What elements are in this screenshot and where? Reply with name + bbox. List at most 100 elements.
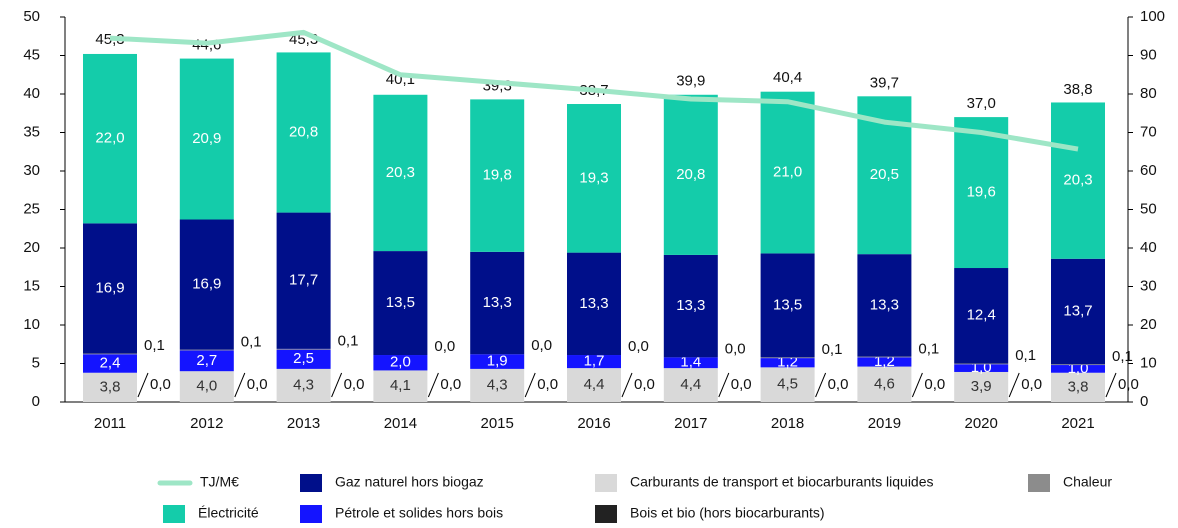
bar-segment (373, 251, 428, 356)
y-tick-label: 45 (23, 46, 40, 63)
legend-label: Gaz naturel hors biogaz (335, 474, 484, 490)
value-label: 1,9 (487, 353, 508, 370)
y-tick-label: 15 (23, 277, 40, 294)
break-mark (621, 372, 633, 398)
y2-tick-label: 80 (1140, 85, 1157, 102)
value-label: 0,0 (924, 376, 945, 393)
bar-segment (83, 53, 137, 224)
legend-label: Carburants de transport et biocarburants… (630, 474, 934, 490)
break-mark (427, 372, 439, 398)
value-label: 2,5 (293, 350, 314, 367)
value-label: 12,4 (967, 307, 996, 324)
value-label: 20,3 (1063, 172, 1092, 189)
bar-segment (954, 371, 1009, 402)
value-label: 1,7 (584, 353, 605, 370)
legend-swatch (163, 505, 185, 523)
bar-segment (276, 349, 331, 369)
total-label: 38,8 (1063, 81, 1092, 98)
value-label: 2,4 (100, 354, 121, 371)
value-label: 0,1 (241, 333, 262, 350)
value-label: 0,0 (1118, 376, 1139, 393)
value-label: 19,6 (967, 184, 996, 201)
bar-segment (567, 104, 621, 253)
legend-swatch (300, 505, 322, 523)
value-label: 0,0 (150, 376, 171, 393)
bar-segment (857, 356, 912, 358)
value-label: 0,1 (1015, 347, 1036, 364)
value-label: 0,1 (1112, 348, 1133, 365)
bar-segment (760, 91, 815, 254)
value-label: 0,0 (725, 340, 746, 357)
value-label: 16,9 (95, 279, 124, 296)
y2-tick-label: 90 (1140, 46, 1157, 63)
y2-tick-label: 30 (1140, 277, 1157, 294)
y-tick-label: 5 (32, 354, 40, 371)
bar-segment (857, 254, 912, 357)
value-label: 4,4 (680, 376, 701, 393)
value-label: 20,9 (192, 130, 221, 147)
bar-segment (857, 357, 912, 367)
bar-segment (760, 358, 815, 368)
bar-segment (179, 219, 234, 350)
bar-segment (179, 58, 234, 220)
bar-segment (1051, 102, 1105, 259)
value-label: 0,0 (828, 376, 849, 393)
x-tick-label: 2019 (868, 415, 901, 432)
bar-segment (567, 368, 621, 402)
value-label: 3,8 (1068, 378, 1089, 395)
legend-label: Bois et bio (hors biocarburants) (630, 505, 825, 521)
y2-tick-label: 20 (1140, 316, 1157, 333)
y-tick-label: 25 (23, 200, 40, 217)
break-mark (911, 372, 923, 398)
value-label: 0,0 (634, 376, 655, 393)
line-series (109, 29, 1079, 152)
value-label: 3,8 (100, 378, 121, 395)
bar-segment (954, 363, 1009, 365)
break-mark (331, 372, 343, 398)
value-label: 0,1 (822, 341, 843, 358)
total-label: 37,0 (967, 95, 996, 112)
bar-segment (470, 354, 525, 369)
value-label: 1,4 (680, 354, 701, 371)
value-label: 22,0 (95, 130, 124, 147)
x-tick-label: 2012 (190, 415, 223, 432)
value-label: 4,4 (584, 376, 605, 393)
value-label: 16,9 (192, 276, 221, 293)
value-label: 4,0 (196, 378, 217, 395)
bar-segment (179, 350, 234, 372)
value-label: 19,8 (483, 167, 512, 184)
bar-segment (83, 372, 137, 402)
y-tick-label: 10 (23, 316, 40, 333)
y-tick-label: 50 (23, 8, 40, 25)
value-label: 19,3 (579, 169, 608, 186)
value-label: 13,3 (870, 296, 899, 313)
bar-segment (83, 353, 137, 355)
y-tick-label: 40 (23, 85, 40, 102)
total-label: 40,4 (773, 69, 802, 86)
break-mark (137, 372, 149, 398)
value-label: 3,9 (971, 378, 992, 395)
legend-swatch (300, 474, 322, 492)
legend-label: Électricité (198, 505, 259, 521)
bar-segment (276, 52, 331, 213)
value-label: 0,0 (731, 376, 752, 393)
bar-segment (760, 253, 815, 358)
bar-segment (83, 354, 137, 373)
y2-tick-label: 100 (1140, 8, 1165, 25)
y-tick-label: 30 (23, 162, 40, 179)
value-label: 0,0 (247, 376, 268, 393)
x-tick-label: 2015 (481, 415, 514, 432)
bar-segment (276, 368, 331, 402)
bar-segment (373, 94, 428, 252)
bar-segment (663, 357, 718, 369)
value-label: 13,7 (1063, 302, 1092, 319)
break-mark (524, 372, 536, 398)
value-label: 13,3 (676, 297, 705, 314)
bar-segment (760, 357, 815, 359)
value-label: 4,5 (777, 376, 798, 393)
bar-segment (373, 355, 428, 371)
bar-segment (567, 355, 621, 369)
bar-segment (179, 349, 234, 351)
y2-tick-label: 0 (1140, 393, 1148, 410)
value-label: 4,3 (487, 376, 508, 393)
